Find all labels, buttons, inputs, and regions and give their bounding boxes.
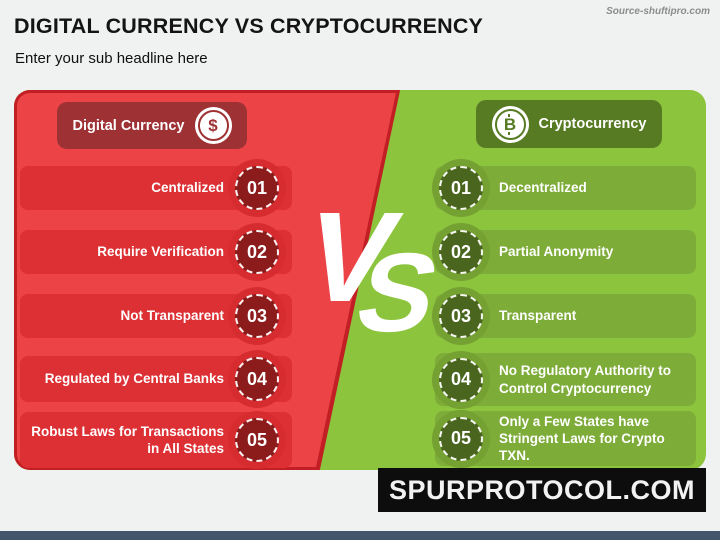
comparison-panel: Digital Currency $ B Cryptocurrency Cent… [14, 90, 706, 470]
source-credit: Source-shuftipro.com [606, 6, 710, 17]
row-label: No Regulatory Authority to Control Crypt… [499, 363, 671, 396]
cryptocurrency-row-2: Partial Anonymity 02 [432, 223, 696, 281]
digital-currency-title: Digital Currency [72, 117, 185, 134]
digital-currency-row-4: Regulated by Central Banks 04 [20, 350, 292, 408]
cryptocurrency-header: B Cryptocurrency [476, 100, 662, 148]
cryptocurrency-row-5: Only a Few States have Stringent Laws fo… [432, 409, 696, 468]
row-label: Decentralized [499, 180, 587, 196]
row-label: Not Transparent [120, 308, 224, 324]
brand-banner: SPURPROTOCOL.COM [378, 468, 706, 512]
number-badge: 02 [235, 230, 279, 274]
row-label: Only a Few States have Stringent Laws fo… [499, 413, 665, 464]
number-badge: 02 [439, 230, 483, 274]
bitcoin-coin-icon: B [491, 105, 529, 143]
number-badge: 01 [235, 166, 279, 210]
digital-currency-row-2: Require Verification 02 [20, 223, 292, 281]
number-badge: 03 [235, 294, 279, 338]
cryptocurrency-title: Cryptocurrency [538, 116, 647, 132]
row-label: Require Verification [97, 244, 224, 260]
digital-currency-header: Digital Currency $ [57, 102, 247, 149]
versus-mark: VS [290, 186, 452, 355]
digital-currency-row-3: Not Transparent 03 [20, 287, 292, 345]
cryptocurrency-row-3: Transparent 03 [432, 287, 696, 345]
bottom-accent-bar [0, 531, 720, 540]
dollar-coin-icon: $ [194, 107, 232, 144]
digital-currency-row-5: Robust Laws for Transactions in All Stat… [20, 411, 292, 469]
number-badge: 05 [439, 416, 483, 461]
row-label: Regulated by Central Banks [44, 371, 224, 387]
number-badge: 03 [439, 294, 483, 338]
brand-text: SPURPROTOCOL.COM [388, 474, 695, 505]
row-label: Robust Laws for Transactions in All Stat… [31, 423, 224, 456]
row-label: Partial Anonymity [499, 244, 614, 260]
number-badge: 05 [235, 418, 279, 462]
sub-headline: Enter your sub headline here [15, 50, 208, 67]
page-title: DIGITAL CURRENCY VS CRYPTOCURRENCY [14, 14, 484, 38]
row-label: Centralized [151, 180, 224, 196]
number-badge: 04 [439, 357, 483, 402]
cryptocurrency-row-1: Decentralized 01 [432, 159, 696, 217]
row-label: Transparent [499, 308, 577, 324]
digital-currency-row-1: Centralized 01 [20, 159, 292, 217]
number-badge: 04 [235, 357, 279, 401]
number-badge: 01 [439, 166, 483, 210]
cryptocurrency-row-4: No Regulatory Authority to Control Crypt… [432, 350, 696, 409]
